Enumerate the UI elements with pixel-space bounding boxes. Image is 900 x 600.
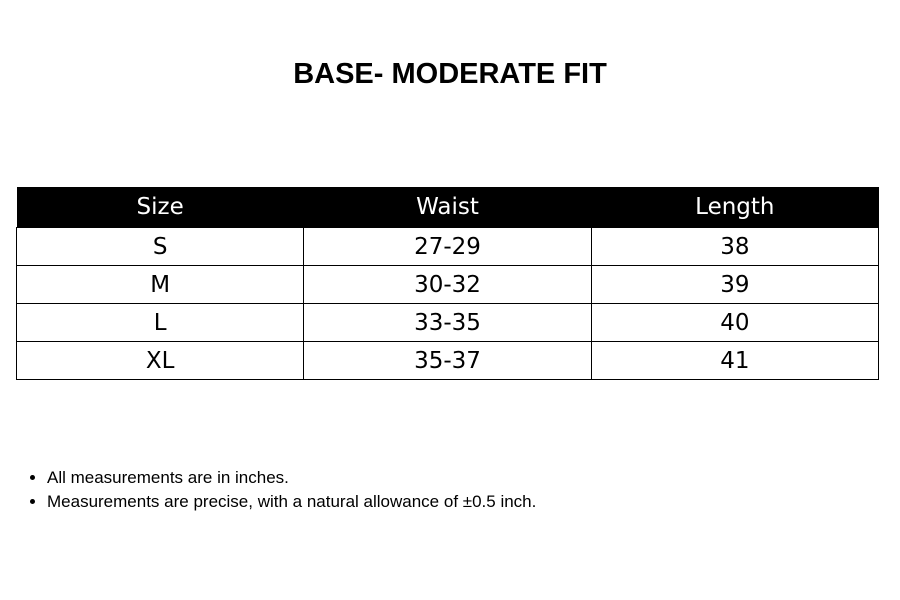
table-cell: 27-29 — [303, 227, 592, 266]
table-cell: 38 — [590, 227, 880, 266]
table-row: M 30-32 39 — [15, 265, 880, 304]
table-cell: XL — [15, 341, 305, 380]
table-cell: 35-37 — [303, 341, 592, 380]
title: BASE- MODERATE FIT — [293, 58, 607, 90]
table-cell: S — [15, 227, 305, 266]
table-row: L 33-35 40 — [15, 303, 880, 342]
note: All measurements are in inches. — [47, 466, 536, 490]
table-cell: 41 — [590, 341, 880, 380]
table-cell: 30-32 — [303, 265, 592, 304]
size-table: Size Waist Length S 27-29 38 M 30-32 39 L 33-35 40… — [15, 187, 880, 380]
header-cell: Size — [16, 187, 304, 228]
table-row: S 27-29 38 — [15, 227, 880, 266]
notes: All measurements are in inches.Measureme… — [0, 466, 536, 514]
table-cell: 33-35 — [303, 303, 592, 342]
note: Measurements are precise, with a natural… — [47, 490, 536, 514]
header-cell: Length — [591, 187, 879, 228]
table-row: XL 35-37 41 — [15, 341, 880, 380]
table-cell: 39 — [590, 265, 880, 304]
header-row: Size Waist Length — [16, 187, 879, 228]
table-cell: L — [15, 303, 305, 342]
header-cell: Waist — [303, 187, 592, 228]
table-cell: M — [15, 265, 305, 304]
table-cell: 40 — [590, 303, 880, 342]
table-body: S 27-29 38 M 30-32 39 L 33-35 40 XL 35-37 41 — [15, 227, 880, 380]
